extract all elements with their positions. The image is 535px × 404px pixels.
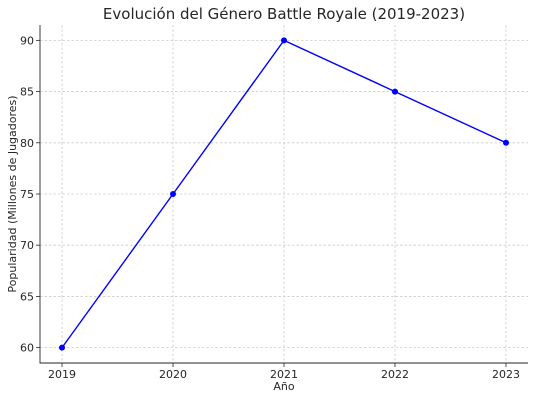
- x-tick-label: 2020: [159, 368, 187, 381]
- y-tick-label: 75: [20, 188, 34, 201]
- y-axis-label: Popularidad (Millones de Jugadores): [6, 95, 19, 292]
- x-tick-label: 2022: [381, 368, 409, 381]
- axes: 2019 2020 2021 2022 2023 60 65 70 75 80 85 90: [20, 25, 528, 381]
- y-tick-label: 90: [20, 34, 34, 47]
- x-tick-label: 2019: [48, 368, 76, 381]
- data-point: [59, 344, 65, 351]
- data-point: [170, 191, 176, 197]
- series-layer: [59, 37, 509, 351]
- y-tick-label: 60: [20, 342, 34, 355]
- data-point: [503, 139, 509, 146]
- y-tick-label: 65: [20, 290, 34, 303]
- x-tick-label: 2021: [270, 368, 298, 381]
- data-point: [281, 37, 287, 44]
- y-tick-label: 80: [20, 137, 34, 150]
- y-tick-label: 70: [20, 239, 34, 252]
- grid: [40, 25, 528, 363]
- data-point: [392, 88, 398, 95]
- x-axis-label: Año: [273, 380, 294, 393]
- y-tick-label: 85: [20, 86, 34, 99]
- x-tick-label: 2023: [492, 368, 520, 381]
- chart-title: Evolución del Género Battle Royale (2019…: [103, 5, 465, 23]
- axis-spines: [39, 25, 528, 364]
